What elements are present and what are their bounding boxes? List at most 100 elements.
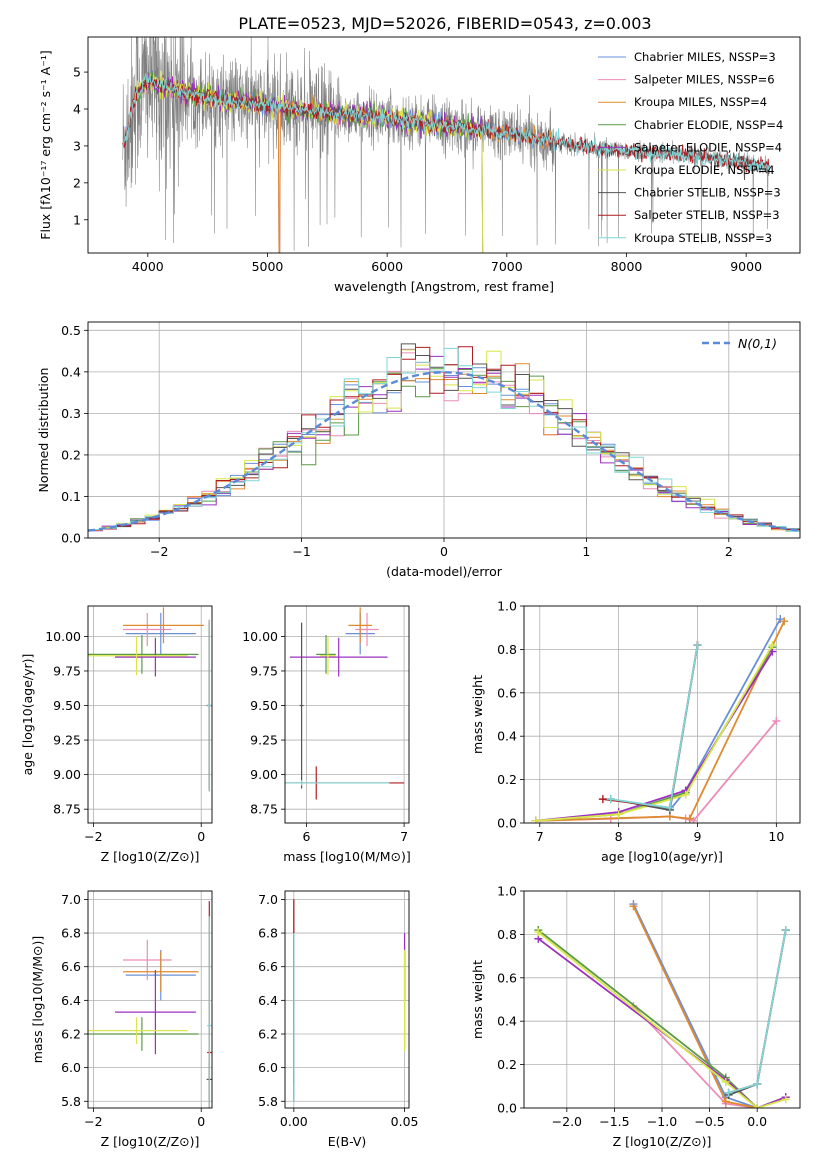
x-axis-label: Z [log10(Z/Z⊙)]: [101, 849, 200, 864]
legend-label: Chabrier MILES, NSSP=3: [634, 50, 776, 64]
y-tick-label: 4: [73, 102, 81, 117]
legend-label: Salpeter ELODIE, NSSP=4: [634, 140, 782, 154]
y-tick-label: 10.00: [45, 629, 81, 644]
y-tick-label: 8.75: [250, 802, 278, 817]
y-tick-label: 10.00: [242, 629, 278, 644]
y-tick-label: 1.0: [497, 884, 517, 899]
plot-area: [88, 606, 212, 823]
model-line: [122, 73, 771, 173]
point-marker: [534, 928, 543, 937]
x-tick-label: 5000: [252, 259, 284, 274]
residuals-chart: −2 −1 0 1 2 0.0 0.1 0.2 0.3 0.4 0.5 (data-model)/er…: [36, 321, 801, 579]
mass_vs_ebv-chart: 0.00 0.05 5.8 6.0 6.2 6.4 6.6 6.8 7.0 E(B-V): [258, 890, 418, 1149]
x-tick-label: 7000: [491, 259, 523, 274]
plot-area: [88, 322, 800, 538]
legend-label: Chabrier STELIB, NSSP=3: [634, 186, 781, 200]
axes-frame: [523, 605, 801, 824]
y-tick-label: 6.0: [258, 1060, 278, 1075]
point-marker: [753, 1080, 762, 1089]
y-tick-label: 6.0: [61, 1060, 81, 1075]
age_vs_Z-chart: −2 0 8.75 9.00 9.25 9.50 9.75 10.00 Z [log10(Z/Z…: [20, 605, 213, 864]
series-line: [610, 644, 699, 812]
x-tick-label: 0: [197, 829, 205, 844]
y-axis-label: Flux [fλ10⁻¹⁷ erg cm⁻² s⁻¹ A⁻¹]: [38, 50, 53, 239]
y-axis-label: mass weight: [470, 960, 485, 1039]
series-line: [610, 618, 782, 811]
x-tick-label: −0.5: [694, 1114, 724, 1129]
y-tick-label: 0.3: [61, 406, 81, 421]
y-tick-label: 6.2: [258, 1026, 278, 1041]
plot-area: [285, 606, 409, 823]
y-tick-label: 0.5: [61, 323, 81, 338]
point-marker: [781, 1095, 790, 1104]
point-marker: [780, 617, 789, 626]
point-marker: [721, 1097, 730, 1106]
x-tick-label: −1: [292, 544, 310, 559]
y-tick-label: 9.75: [53, 663, 81, 678]
x-axis-label: (data-model)/error: [386, 564, 503, 579]
legend-label: Kroupa STELIB, NSSP=3: [634, 231, 772, 245]
y-tick-label: 3: [73, 138, 81, 153]
x-tick-label: 0.00: [280, 1114, 308, 1129]
series-line: [632, 905, 758, 1108]
point-marker: [781, 926, 790, 935]
x-tick-label: −2: [84, 829, 102, 844]
y-tick-label: 0.8: [497, 642, 517, 657]
axes-frame: [523, 890, 801, 1109]
y-tick-label: 0.2: [61, 447, 81, 462]
plot-area: [524, 891, 800, 1108]
y-tick-label: 6.6: [61, 959, 81, 974]
y-tick-label: 0.2: [497, 1057, 517, 1072]
x-tick-label: −2: [150, 544, 168, 559]
y-tick-label: 6.4: [61, 993, 81, 1008]
legend-label: Salpeter STELIB, NSSP=3: [634, 208, 780, 222]
legend-label: Kroupa MILES, NSSP=4: [634, 95, 767, 109]
point-marker: [768, 641, 777, 650]
y-tick-label: 5: [73, 65, 81, 80]
figure-title: PLATE=0523, MJD=52026, FIBERID=0543, z=0…: [238, 14, 651, 33]
y-tick-label: 0.0: [497, 816, 517, 831]
point-marker: [772, 717, 781, 726]
x-tick-label: 8000: [611, 259, 643, 274]
y-tick-label: 6.8: [258, 926, 278, 941]
plot-area: [88, 891, 212, 1108]
axes-frame: [87, 890, 213, 1109]
y-tick-label: 7.0: [258, 892, 278, 907]
axes-frame: [284, 605, 410, 824]
legend-label: Salpeter MILES, NSSP=6: [634, 73, 775, 87]
y-tick-label: 0.0: [497, 1101, 517, 1116]
x-tick-label: 10: [768, 829, 784, 844]
axes-frame: [87, 36, 801, 254]
spectrum-legend: Chabrier MILES, NSSP=3 Salpeter MILES, NS…: [598, 50, 783, 245]
y-tick-label: 6.6: [258, 959, 278, 974]
x-tick-label: 6000: [371, 259, 403, 274]
y-axis-label: Normed distribution: [36, 368, 51, 493]
y-tick-label: 1: [73, 212, 81, 227]
y-tick-label: 0.0: [61, 531, 81, 546]
y-tick-label: 9.50: [250, 698, 278, 713]
x-tick-label: 4000: [132, 259, 164, 274]
y-tick-label: 0.4: [497, 729, 517, 744]
x-axis-label: wavelength [Angstrom, rest frame]: [334, 279, 554, 294]
legend-label: Chabrier ELODIE, NSSP=4: [634, 118, 783, 132]
y-tick-label: 0.4: [61, 364, 81, 379]
weight_vs_Z-chart: −2.0 −1.5 −1.0 −0.5 0.0 0.0 0.2 0.4 0.6 0.8 1.0 Z […: [470, 884, 801, 1149]
x-tick-label: −1.0: [647, 1114, 677, 1129]
point-marker: [721, 1077, 730, 1086]
y-tick-label: 2: [73, 175, 81, 190]
series-line: [535, 644, 774, 822]
x-axis-label: Z [log10(Z/Z⊙)]: [613, 1134, 712, 1149]
plot-area: [524, 606, 800, 823]
axes-frame: [87, 605, 213, 824]
charts-layer: 4000 5000 6000 7000 8000 900012345wavelength …: [20, 36, 801, 1149]
y-tick-label: 9.00: [53, 767, 81, 782]
x-tick-label: −1.5: [599, 1114, 629, 1129]
series-line: [535, 646, 774, 822]
x-tick-label: 0: [197, 1114, 205, 1129]
x-tick-label: 1: [582, 544, 590, 559]
plot-area: [285, 891, 409, 1108]
y-tick-label: 0.6: [497, 970, 517, 985]
x-tick-label: 6: [303, 829, 311, 844]
normal-curve: [88, 371, 800, 532]
axes-frame: [87, 321, 801, 539]
